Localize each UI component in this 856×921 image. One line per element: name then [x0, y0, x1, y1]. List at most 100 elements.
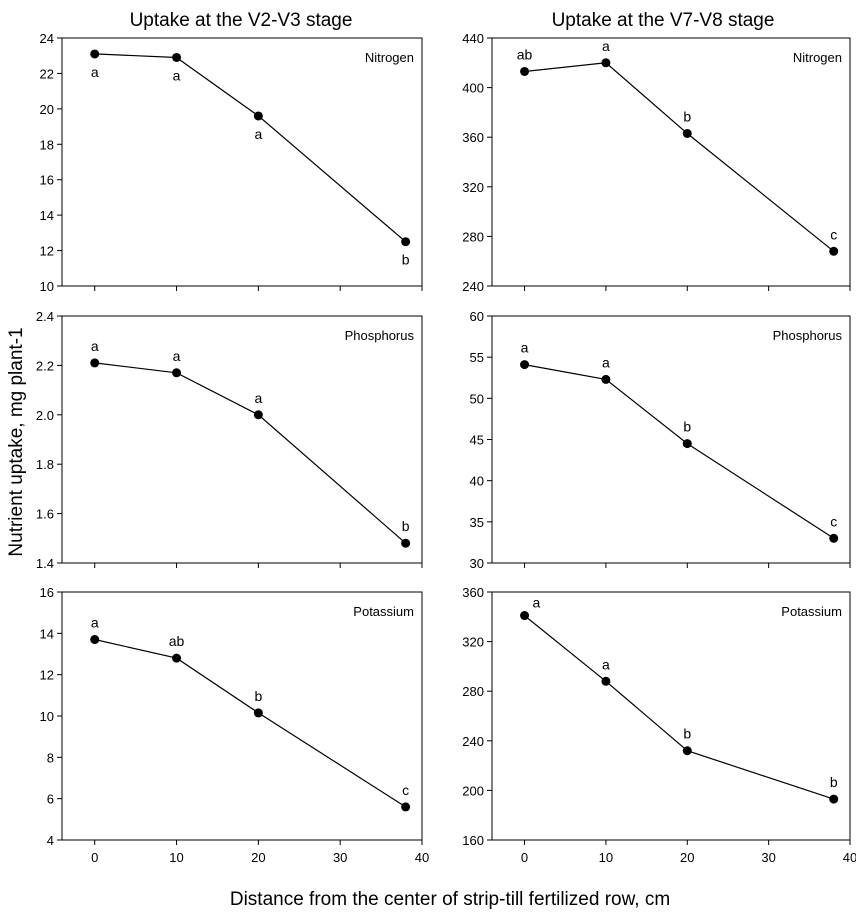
x-tick-label: 0: [521, 850, 528, 865]
data-point: [172, 653, 182, 663]
y-tick-label: 200: [462, 783, 484, 798]
y-tick-label: 60: [470, 309, 484, 324]
data-point: [520, 360, 530, 370]
y-tick-label: 160: [462, 833, 484, 848]
y-tick-label: 440: [462, 31, 484, 46]
significance-letter: b: [402, 518, 410, 534]
y-tick-label: 30: [470, 556, 484, 571]
data-point: [172, 368, 182, 378]
x-tick-label: 40: [415, 850, 429, 865]
y-axis-label: Nutrient uptake, mg plant-1: [6, 327, 27, 556]
y-tick-label: 14: [40, 208, 54, 223]
col-title-left: Uptake at the V2-V3 stage: [130, 10, 353, 31]
y-tick-label: 400: [462, 81, 484, 96]
y-tick-label: 2.0: [36, 408, 54, 423]
nutrient-label: Phosphorus: [345, 328, 415, 343]
y-tick-label: 1.8: [36, 457, 54, 472]
plot-frame: [491, 315, 851, 564]
significance-letter: b: [683, 726, 691, 742]
data-point: [829, 794, 839, 804]
significance-letter: a: [602, 38, 610, 54]
series-line: [94, 638, 406, 808]
y-tick-label: 2.2: [36, 358, 54, 373]
y-tick-label: 6: [47, 792, 54, 807]
y-tick-label: 240: [462, 734, 484, 749]
significance-letter: b: [402, 252, 410, 268]
significance-letter: a: [91, 338, 99, 354]
data-point: [682, 128, 692, 138]
y-tick-label: 14: [40, 626, 54, 641]
significance-letter: ab: [169, 633, 185, 649]
significance-letter: a: [173, 67, 181, 83]
y-tick-label: 55: [470, 350, 484, 365]
y-tick-label: 360: [462, 130, 484, 145]
x-tick-label: 10: [599, 850, 613, 865]
y-tick-label: 24: [40, 31, 54, 46]
data-point: [90, 635, 100, 645]
significance-letter: c: [830, 226, 837, 242]
y-tick-label: 35: [470, 515, 484, 530]
plot-frame: [61, 37, 423, 287]
y-tick-label: 18: [40, 137, 54, 152]
nutrient-label: Nitrogen: [793, 50, 842, 65]
y-tick-label: 10: [40, 709, 54, 724]
plot-frame: [491, 37, 851, 287]
plot-frame: [61, 315, 423, 564]
significance-letter: a: [602, 354, 610, 370]
significance-letter: a: [602, 656, 610, 672]
y-tick-label: 320: [462, 635, 484, 650]
data-point: [520, 66, 530, 76]
data-point: [253, 708, 263, 718]
y-tick-label: 2.4: [36, 309, 54, 324]
data-point: [401, 237, 411, 247]
data-point: [829, 533, 839, 543]
significance-letter: b: [683, 419, 691, 435]
data-point: [90, 49, 100, 59]
data-point: [253, 111, 263, 121]
data-point: [829, 246, 839, 256]
x-tick-label: 30: [761, 850, 775, 865]
nutrient-label: Potassium: [353, 604, 414, 619]
y-tick-label: 10: [40, 279, 54, 294]
significance-letter: a: [521, 340, 529, 356]
significance-letter: b: [683, 108, 691, 124]
y-tick-label: 280: [462, 684, 484, 699]
series-line: [524, 364, 835, 539]
y-tick-label: 240: [462, 279, 484, 294]
x-tick-label: 10: [169, 850, 183, 865]
y-tick-label: 50: [470, 391, 484, 406]
plot-frame: [61, 591, 423, 841]
series-line: [94, 53, 406, 243]
significance-letter: a: [533, 595, 541, 611]
y-tick-label: 4: [47, 833, 54, 848]
panel-v2-v3-nitrogen: 10 12 14 16 18 20 22 24 a a a b Nitrogen: [40, 31, 423, 294]
significance-letter: c: [402, 782, 409, 798]
panel-v2-v3-phosphorus: 1.4 1.6 1.8 2.0 2.2 2.4 a a a b Phosphorus: [36, 309, 423, 571]
series-line: [524, 615, 834, 800]
data-point: [401, 802, 411, 812]
data-point: [172, 52, 182, 62]
x-tick-label: 20: [680, 850, 694, 865]
data-point: [90, 358, 100, 368]
data-point: [682, 746, 692, 756]
series-line: [94, 362, 406, 544]
significance-letter: a: [91, 615, 99, 631]
data-point: [682, 439, 692, 449]
y-tick-label: 8: [47, 750, 54, 765]
significance-letter: b: [830, 774, 838, 790]
y-tick-label: 320: [462, 180, 484, 195]
x-tick-label: 40: [843, 850, 856, 865]
significance-letter: b: [254, 688, 262, 704]
data-point: [520, 611, 530, 621]
panel-v7-v8-phosphorus: 30 35 40 45 50 55 60 a a b c Phosphorus: [470, 309, 851, 571]
x-axis-label: Distance from the center of strip-till f…: [230, 889, 670, 910]
nutrient-label: Phosphorus: [773, 328, 843, 343]
x-tick-label: 20: [251, 850, 265, 865]
significance-letter: a: [173, 348, 181, 364]
significance-letter: ab: [517, 46, 533, 62]
y-tick-label: 16: [40, 173, 54, 188]
nutrient-label: Potassium: [781, 604, 842, 619]
